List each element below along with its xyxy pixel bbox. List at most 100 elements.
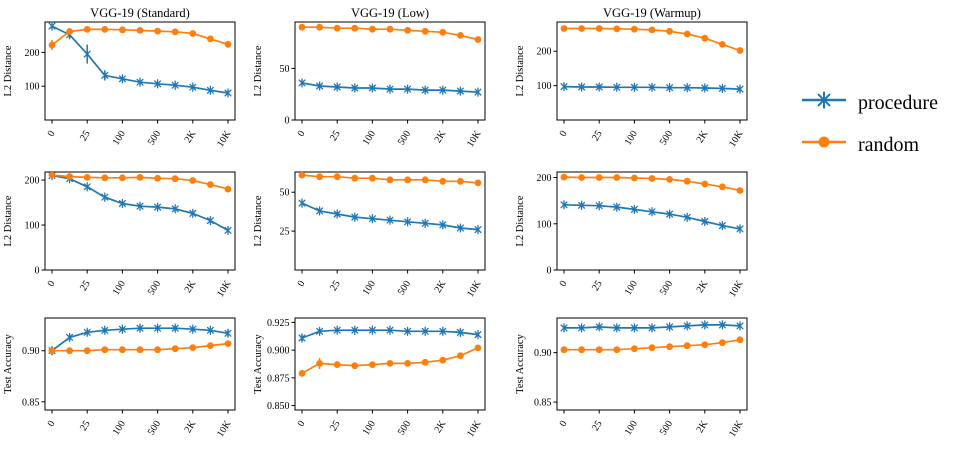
svg-text:10K: 10K xyxy=(215,278,234,299)
svg-text:100: 100 xyxy=(111,129,128,148)
subplot-svg: 0 100 200 0 25 100 500 2K 10K L2 Distance xyxy=(3,170,236,299)
svg-text:10K: 10K xyxy=(215,418,234,439)
subplot-svg: 0.850 0.875 0.900 0.925 0 25 100 500 2K 10K Test A… xyxy=(253,317,486,439)
svg-text:0.85: 0.85 xyxy=(534,398,552,409)
svg-text:0: 0 xyxy=(296,419,308,429)
subplot-low-accuracy: 0.850 0.875 0.900 0.925 0 25 100 500 2K 10K Test A… xyxy=(250,302,500,454)
svg-text:100: 100 xyxy=(361,129,378,148)
svg-text:0.900: 0.900 xyxy=(267,346,290,357)
subplot-warmup-accuracy: 0.85 0.90 0 25 100 500 2K 10K Test Accuracy xyxy=(512,302,762,454)
svg-text:2K: 2K xyxy=(183,278,199,295)
svg-text:0.850: 0.850 xyxy=(267,401,290,412)
svg-text:500: 500 xyxy=(146,419,163,438)
svg-text:10K: 10K xyxy=(465,418,484,439)
svg-text:200: 200 xyxy=(25,176,40,187)
subplot-warmup-l2-mid: 0 100 200 0 25 100 500 2K 10K L2 Distance xyxy=(512,156,762,308)
svg-text:10K: 10K xyxy=(727,278,746,299)
svg-text:0: 0 xyxy=(46,129,58,139)
svg-text:50: 50 xyxy=(280,188,290,199)
svg-text:10K: 10K xyxy=(215,128,234,149)
svg-text:Test Accuracy: Test Accuracy xyxy=(3,333,14,393)
svg-text:2K: 2K xyxy=(695,128,711,145)
svg-text:VGG-19 (Standard): VGG-19 (Standard) xyxy=(90,6,190,20)
legend-label-procedure: procedure xyxy=(858,91,938,114)
svg-text:0: 0 xyxy=(296,129,308,139)
subplot-standard-accuracy: 0.85 0.90 0 25 100 500 2K 10K Test Accuracy xyxy=(0,302,250,454)
svg-text:100: 100 xyxy=(537,81,552,92)
svg-text:2K: 2K xyxy=(433,128,449,145)
legend-item-random: random xyxy=(800,130,938,160)
svg-text:L2 Distance: L2 Distance xyxy=(515,195,526,246)
svg-text:500: 500 xyxy=(146,129,163,148)
svg-text:0: 0 xyxy=(296,279,308,289)
svg-text:500: 500 xyxy=(658,419,675,438)
svg-text:2K: 2K xyxy=(695,418,711,435)
subplot-warmup-l2-top: 100 200 0 25 100 500 2K 10K L2 Distance VGG-19 (W… xyxy=(512,6,762,158)
svg-text:L2 Distance: L2 Distance xyxy=(515,45,526,96)
svg-text:100: 100 xyxy=(111,419,128,438)
svg-text:2K: 2K xyxy=(183,128,199,145)
svg-text:Test Accuracy: Test Accuracy xyxy=(515,333,526,393)
subplot-svg: 100 200 0 25 100 500 2K 10K L2 Distance VGG-19 (S… xyxy=(3,6,236,149)
svg-text:0.85: 0.85 xyxy=(22,397,40,408)
svg-text:0: 0 xyxy=(547,266,552,277)
svg-text:VGG-19 (Warmup): VGG-19 (Warmup) xyxy=(603,6,701,20)
svg-text:25: 25 xyxy=(328,419,343,433)
svg-text:25: 25 xyxy=(590,279,605,293)
svg-text:100: 100 xyxy=(361,279,378,298)
svg-text:100: 100 xyxy=(623,279,640,298)
random-circle-marker-icon xyxy=(800,130,848,160)
svg-text:L2 Distance: L2 Distance xyxy=(3,45,14,96)
subplot-low-l2-mid: 25 50 0 25 100 500 2K 10K L2 Distance xyxy=(250,156,500,308)
svg-text:2K: 2K xyxy=(183,418,199,435)
subplot-svg: 0.85 0.90 0 25 100 500 2K 10K Test Accuracy xyxy=(3,317,236,439)
svg-text:500: 500 xyxy=(146,279,163,298)
svg-text:25: 25 xyxy=(78,419,93,433)
svg-text:500: 500 xyxy=(658,279,675,298)
subplot-svg: 0.85 0.90 0 25 100 500 2K 10K Test Accuracy xyxy=(515,317,748,439)
svg-text:0: 0 xyxy=(558,419,570,429)
svg-text:500: 500 xyxy=(396,279,413,298)
subplot-svg: 100 200 0 25 100 500 2K 10K L2 Distance VGG-19 (W… xyxy=(515,6,748,149)
svg-text:25: 25 xyxy=(328,129,343,143)
svg-text:25: 25 xyxy=(280,227,290,238)
svg-text:50: 50 xyxy=(280,64,290,75)
svg-text:100: 100 xyxy=(25,82,40,93)
svg-text:25: 25 xyxy=(590,129,605,143)
subplot-svg: 0 100 200 0 25 100 500 2K 10K L2 Distance xyxy=(515,171,748,299)
legend-marker-svg xyxy=(802,91,846,109)
svg-text:0: 0 xyxy=(35,266,40,277)
procedure-star-marker-icon xyxy=(800,88,848,118)
svg-text:Test Accuracy: Test Accuracy xyxy=(253,333,264,393)
svg-text:100: 100 xyxy=(25,221,40,232)
svg-text:0: 0 xyxy=(285,116,290,127)
svg-text:100: 100 xyxy=(361,419,378,438)
legend-label-random: random xyxy=(858,133,920,156)
svg-text:2K: 2K xyxy=(695,278,711,295)
svg-text:25: 25 xyxy=(328,279,343,293)
svg-text:2K: 2K xyxy=(433,278,449,295)
svg-text:0: 0 xyxy=(558,279,570,289)
svg-text:100: 100 xyxy=(111,279,128,298)
svg-text:10K: 10K xyxy=(465,128,484,149)
svg-text:25: 25 xyxy=(590,419,605,433)
svg-text:VGG-19 (Low): VGG-19 (Low) xyxy=(351,6,429,20)
svg-text:25: 25 xyxy=(78,129,93,143)
svg-text:200: 200 xyxy=(25,48,40,59)
svg-text:10K: 10K xyxy=(465,278,484,299)
svg-text:100: 100 xyxy=(623,419,640,438)
svg-text:500: 500 xyxy=(658,129,675,148)
legend: procedure random xyxy=(800,88,938,160)
svg-text:L2 Distance: L2 Distance xyxy=(253,195,264,246)
subplot-low-l2-top: 0 50 0 25 100 500 2K 10K L2 Distance VGG-19 (Low) xyxy=(250,6,500,158)
legend-item-procedure: procedure xyxy=(800,88,938,118)
svg-text:0: 0 xyxy=(46,279,58,289)
legend-marker-svg xyxy=(802,136,846,148)
svg-text:0: 0 xyxy=(558,129,570,139)
svg-text:0.90: 0.90 xyxy=(22,346,40,357)
svg-text:L2 Distance: L2 Distance xyxy=(253,45,264,96)
svg-text:500: 500 xyxy=(396,419,413,438)
svg-text:L2 Distance: L2 Distance xyxy=(3,195,14,246)
